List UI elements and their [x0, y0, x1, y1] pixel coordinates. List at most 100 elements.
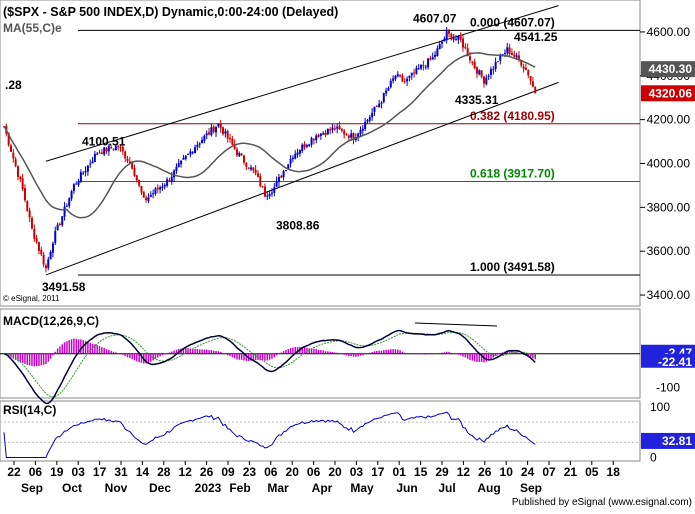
candle-body: [166, 179, 169, 186]
x-month-label: Nov: [105, 481, 128, 495]
candle-body: [485, 77, 488, 85]
candle-body: [401, 75, 404, 82]
candle-body: [457, 36, 460, 40]
candle-body: [7, 132, 10, 145]
candle-body: [375, 105, 378, 107]
candle-body: [305, 145, 308, 147]
candle-body: [79, 172, 82, 183]
candle-body: [107, 146, 110, 152]
candle-body: [475, 67, 478, 74]
candle-body: [254, 169, 257, 174]
candle-body: [51, 243, 54, 253]
candle-body: [21, 178, 24, 190]
x-tick-label: 06: [264, 465, 278, 479]
price-tick-label: 4200.00: [647, 113, 691, 127]
candle-body: [298, 150, 301, 154]
candle-body: [215, 127, 218, 133]
candle-body: [310, 138, 313, 145]
candle-body: [110, 147, 113, 149]
x-month-label: May: [350, 481, 374, 495]
fib-label-0.618: 0.618 (3917.70): [470, 167, 555, 181]
candle-body: [462, 38, 465, 48]
candle-body: [117, 146, 120, 148]
candle-body: [16, 166, 19, 177]
candle-body: [63, 206, 66, 217]
candle-body: [198, 143, 201, 145]
candle-body: [252, 167, 255, 171]
x-month-label: Dec: [149, 481, 171, 495]
candle-body: [378, 103, 381, 108]
rsi-value-label: 32.81: [662, 434, 692, 448]
candle-body: [30, 217, 33, 229]
rsi-value-tag: [641, 432, 695, 449]
x-tick-label: 06: [29, 465, 43, 479]
candle-body: [438, 44, 441, 49]
candle-body: [489, 69, 492, 75]
price-annotation: 4100.51: [82, 134, 126, 148]
x-tick-label: 29: [435, 465, 449, 479]
x-tick-label: 31: [114, 465, 128, 479]
rsi-tick-label: 100: [650, 400, 670, 414]
x-month-label: Oct: [62, 481, 82, 495]
candle-body: [194, 147, 197, 154]
candle-body: [368, 117, 371, 121]
candle-body: [431, 57, 434, 60]
channel-upper-line: [45, 5, 559, 162]
candle-body: [499, 54, 502, 61]
candle-body: [522, 66, 525, 69]
candle-body: [531, 81, 534, 87]
price-tick-label: 4600.00: [647, 25, 691, 39]
candle-body: [389, 80, 392, 88]
candle-body: [445, 31, 448, 40]
x-month-label: Aug: [477, 481, 500, 495]
candle-body: [308, 144, 311, 147]
candle-body: [338, 126, 341, 130]
candle-body: [124, 151, 127, 159]
candle-body: [40, 249, 43, 255]
candle-body: [392, 78, 395, 81]
candle-body: [168, 180, 171, 182]
price-tick-label: 3800.00: [647, 200, 691, 214]
candle-body: [382, 93, 385, 102]
candle-body: [103, 147, 106, 155]
candle-body: [119, 146, 122, 148]
candle-body: [91, 161, 94, 164]
candle-body: [65, 205, 68, 207]
candle-body: [191, 152, 194, 154]
candle-body: [270, 192, 273, 194]
price-annotation: 3808.86: [276, 218, 320, 232]
candle-body: [287, 164, 290, 170]
candle-body: [133, 167, 136, 176]
candle-body: [233, 144, 236, 150]
candle-body: [529, 76, 532, 81]
candle-body: [319, 133, 322, 136]
candle-body: [261, 186, 264, 188]
candle-body: [364, 121, 367, 129]
candle-body: [396, 74, 399, 77]
candle-body: [424, 66, 427, 68]
candle-body: [361, 128, 364, 131]
candle-body: [240, 153, 243, 156]
candle-body: [140, 185, 143, 193]
macd-signal-line: [3, 331, 536, 398]
candle-body: [266, 195, 269, 197]
candle-body: [315, 135, 318, 141]
candle-body: [469, 56, 471, 61]
candle-body: [413, 72, 416, 74]
candle-body: [177, 163, 180, 168]
candle-body: [280, 175, 283, 178]
x-tick-label: 06: [307, 465, 321, 479]
candle-body: [210, 127, 213, 136]
candle-body: [410, 72, 413, 76]
candle-body: [208, 132, 211, 135]
candle-body: [56, 224, 59, 231]
x-tick-label: 01: [393, 465, 407, 479]
candle-body: [84, 170, 87, 173]
candle-body: [520, 60, 523, 66]
candle-body: [326, 129, 329, 135]
candle-body: [347, 135, 350, 138]
candle-body: [415, 67, 418, 74]
candle-body: [184, 155, 187, 160]
candle-body: [54, 231, 57, 243]
candle-body: [503, 52, 506, 54]
